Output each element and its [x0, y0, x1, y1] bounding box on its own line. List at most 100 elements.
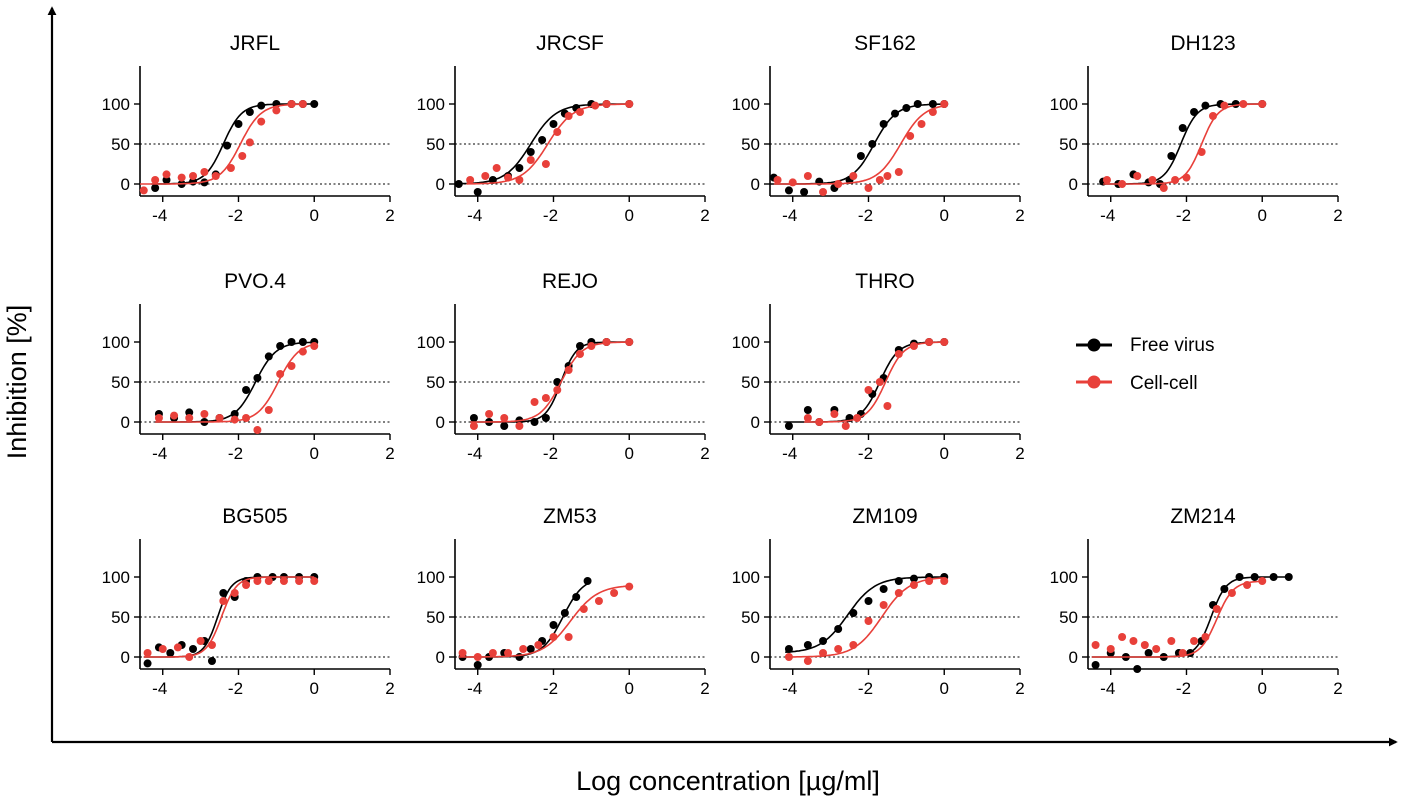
y-tick-label: 50	[1059, 135, 1078, 154]
data-point-free-virus	[526, 645, 535, 653]
data-point-cell-cell	[504, 173, 513, 182]
data-point-cell-cell	[1148, 176, 1157, 184]
data-point-free-virus	[257, 101, 266, 110]
data-point-cell-cell	[1201, 633, 1210, 641]
data-point-cell-cell	[1106, 645, 1115, 653]
x-tick-label: -4	[1100, 206, 1115, 225]
data-point-free-virus	[526, 148, 535, 156]
x-tick-label: 0	[625, 444, 634, 463]
data-point-cell-cell	[1258, 577, 1267, 585]
data-point-cell-cell	[242, 414, 251, 422]
y-tick-label: 0	[436, 648, 445, 667]
x-tick-label: -4	[152, 206, 167, 225]
data-point-free-virus	[298, 338, 307, 346]
data-point-cell-cell	[625, 338, 634, 346]
data-point-cell-cell	[579, 605, 588, 613]
y-tick-label: 0	[751, 648, 760, 667]
x-tick-label: -4	[152, 679, 167, 698]
series-cell-cell	[458, 582, 634, 661]
data-point-cell-cell	[230, 589, 239, 597]
data-point-free-virus	[803, 641, 812, 649]
data-point-cell-cell	[849, 641, 858, 649]
data-point-cell-cell	[1171, 176, 1180, 184]
data-point-cell-cell	[481, 172, 490, 180]
data-point-cell-cell	[1209, 112, 1217, 120]
x-tick-label: 0	[940, 206, 949, 225]
data-point-cell-cell	[1182, 173, 1191, 182]
data-point-cell-cell	[530, 398, 539, 406]
data-point-cell-cell	[207, 641, 216, 649]
data-point-cell-cell	[853, 414, 862, 422]
y-tick-label: 50	[1059, 608, 1078, 627]
panel-title-thro: THRO	[855, 270, 915, 293]
x-tick-label: 0	[310, 444, 319, 463]
x-tick-label: -4	[467, 679, 482, 698]
series-cell-cell	[143, 576, 319, 661]
data-point-free-virus	[549, 120, 558, 128]
fit-curve-cell-cell	[804, 341, 945, 423]
x-tick-label: 2	[385, 444, 394, 463]
legend: Free virus Cell-cell	[1076, 335, 1214, 394]
data-point-cell-cell	[473, 653, 482, 661]
x-tick-label: 0	[310, 206, 319, 225]
panel-title-sf162: SF162	[854, 32, 916, 55]
panel-title-zm109: ZM109	[852, 505, 917, 528]
data-point-cell-cell	[1102, 176, 1111, 184]
y-tick-label: 50	[741, 373, 760, 392]
y-tick-label: 50	[111, 373, 130, 392]
data-point-cell-cell	[541, 394, 550, 402]
x-tick-label: -4	[467, 206, 482, 225]
legend-item-cell-cell: Cell-cell	[1076, 373, 1198, 394]
data-point-cell-cell	[1239, 100, 1248, 108]
x-tick-label: -2	[543, 679, 558, 698]
data-point-cell-cell	[230, 415, 239, 424]
data-point-free-virus	[1284, 573, 1293, 581]
outer-x-label: Log concentration [µg/ml]	[576, 766, 880, 796]
data-point-cell-cell	[803, 172, 812, 180]
series-cell-cell	[1091, 577, 1267, 658]
data-point-cell-cell	[841, 422, 850, 430]
data-point-free-virus	[245, 108, 254, 116]
data-point-cell-cell	[185, 414, 194, 422]
data-point-free-virus	[185, 408, 194, 417]
y-tick-label: 0	[121, 175, 130, 194]
data-point-cell-cell	[534, 641, 543, 649]
data-point-free-virus	[1250, 573, 1259, 581]
x-tick-label: 0	[940, 679, 949, 698]
data-point-cell-cell	[815, 418, 824, 426]
x-tick-label: 0	[310, 679, 319, 698]
data-point-cell-cell	[242, 581, 251, 589]
data-point-cell-cell	[602, 338, 611, 346]
data-point-cell-cell	[1190, 637, 1199, 645]
data-point-cell-cell	[883, 402, 892, 410]
x-tick-label: -2	[858, 444, 873, 463]
panel-title-pvo-4: PVO.4	[224, 270, 286, 293]
x-tick-label: 0	[625, 679, 634, 698]
data-point-free-virus	[473, 661, 482, 669]
data-point-cell-cell	[587, 342, 596, 350]
data-point-free-virus	[784, 186, 793, 195]
data-point-free-virus	[538, 136, 547, 144]
data-point-cell-cell	[310, 342, 319, 350]
data-point-free-virus	[1201, 101, 1210, 110]
series-free-virus	[151, 100, 319, 192]
x-tick-label: 2	[1015, 206, 1024, 225]
data-point-free-virus	[207, 657, 216, 665]
data-point-cell-cell	[553, 386, 562, 394]
data-point-cell-cell	[940, 577, 949, 585]
data-point-cell-cell	[864, 617, 873, 625]
data-point-cell-cell	[834, 180, 843, 188]
data-point-cell-cell	[925, 338, 934, 346]
data-point-cell-cell	[594, 597, 603, 605]
data-point-free-virus	[264, 352, 273, 361]
data-point-free-virus	[454, 180, 463, 188]
data-point-free-virus	[166, 649, 175, 657]
data-point-cell-cell	[238, 152, 247, 160]
data-point-cell-cell	[610, 589, 619, 597]
data-point-cell-cell	[1212, 605, 1221, 613]
panel-pvo-4: PVO.4 0 50 100 -4 -2 0 2	[102, 270, 395, 463]
data-point-free-virus	[902, 104, 911, 112]
data-point-cell-cell	[894, 168, 903, 176]
x-tick-label: 2	[700, 444, 709, 463]
legend-label-free-virus: Free virus	[1130, 335, 1214, 356]
